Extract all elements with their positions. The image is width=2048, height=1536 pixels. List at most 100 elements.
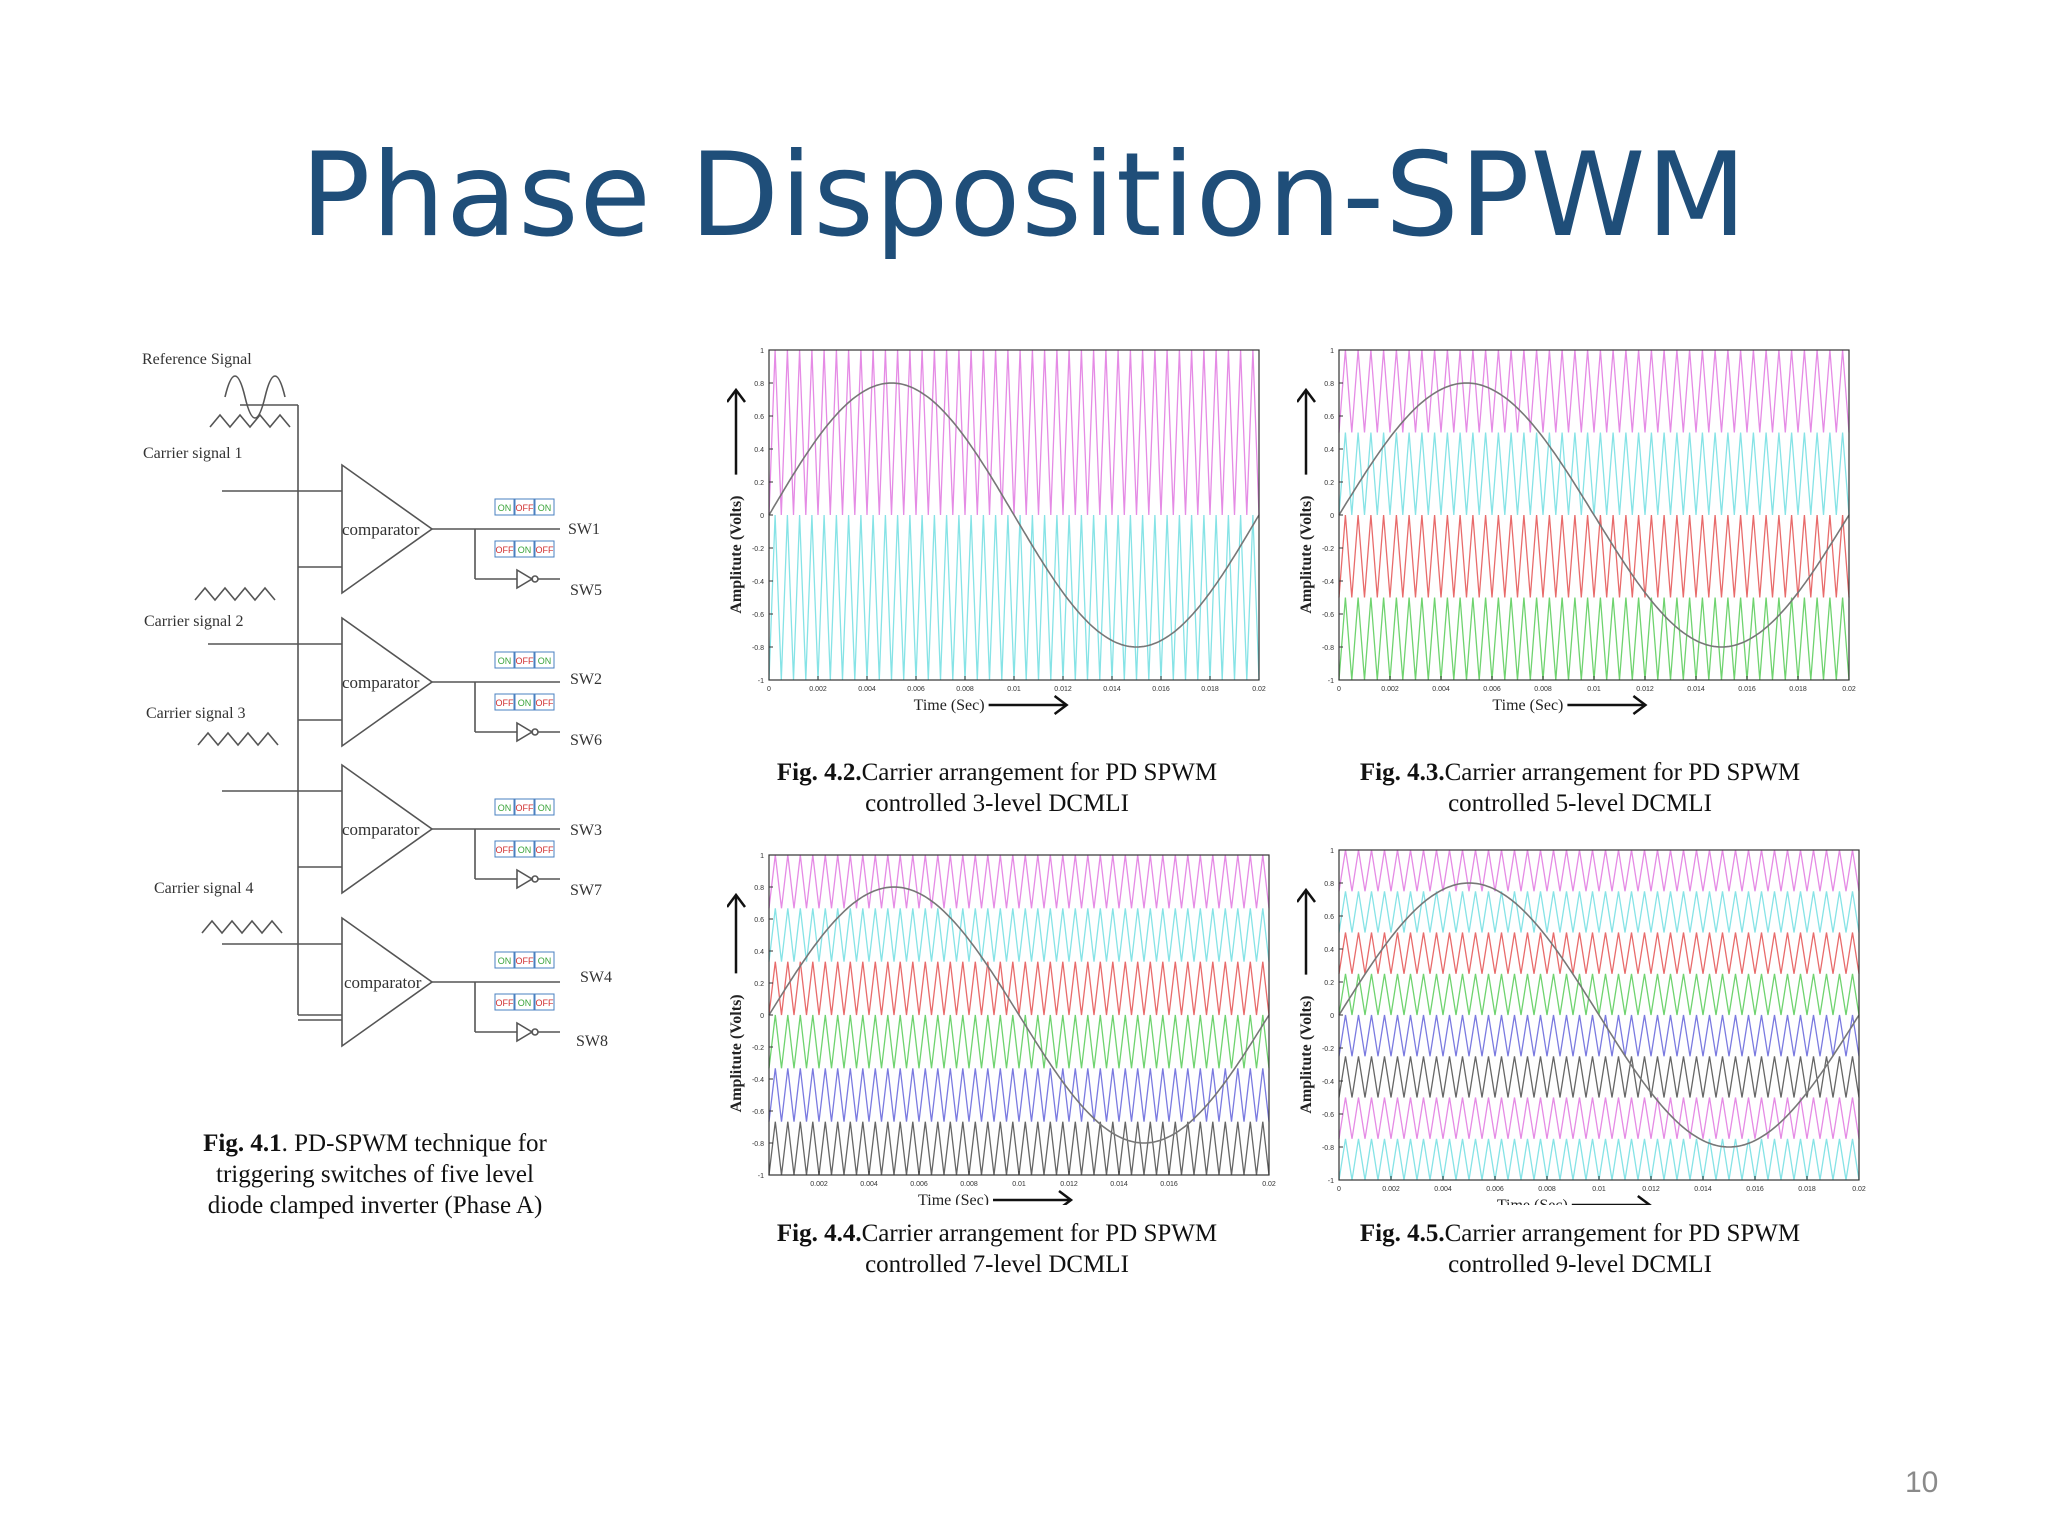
y-axis-label: Amplitute (Volts) (1298, 996, 1315, 1114)
x-axis-label: Time (Sec) (1492, 697, 1563, 714)
y-tick-label: 1 (1330, 348, 1334, 355)
pulse-label: OFF (496, 698, 514, 708)
carrier-band-3 (1338, 514, 1850, 598)
x-tick-label: 0.012 (1642, 1186, 1660, 1193)
y-tick-label: -0.4 (1322, 579, 1334, 586)
pulse-label: ON (518, 698, 532, 708)
x-tick-label: 0.014 (1694, 1186, 1712, 1193)
reference-sine-line (1338, 882, 1860, 1148)
x-tick-label: 0.004 (858, 686, 876, 693)
pulse-box (534, 993, 555, 1011)
carrier-band-2 (768, 514, 1260, 681)
pulse-label: ON (538, 503, 552, 513)
x-tick-label: 0.014 (1687, 686, 1705, 693)
fig-4-1-caption-line-2: triggering switches of five level (216, 1161, 534, 1188)
x-axis-label: Time (Sec) (914, 697, 985, 714)
reference-signal-label: Reference Signal (142, 351, 252, 368)
pulse-box (494, 840, 515, 858)
pd-spwm-block-diagram: Reference Signal Carrier signal 1 Carrie… (142, 351, 612, 1050)
y-tick-label: -0.6 (752, 612, 764, 619)
switch-label-sw8: SW8 (576, 1033, 608, 1050)
switch-label-sw4: SW4 (580, 969, 612, 986)
y-tick-label: 0.8 (1324, 381, 1334, 388)
x-tick-label: 0.01 (1012, 1181, 1026, 1188)
y-tick-label: 0 (1330, 513, 1334, 520)
carrier-signal-label-3: Carrier signal 3 (146, 705, 246, 722)
x-tick-label: 0.004 (1432, 686, 1450, 693)
carrier-band-8 (1338, 1138, 1860, 1181)
x-tick-label: 0.016 (1152, 686, 1170, 693)
carrier-signal-label-1: Carrier signal 1 (143, 445, 243, 462)
reference-sine-line (1338, 382, 1850, 648)
pulse-box (514, 693, 535, 711)
x-tick-label: 0.004 (1434, 1186, 1452, 1193)
x-tick-label: 0.006 (1483, 686, 1501, 693)
fig-4-4-caption-bold: Fig. 4.4. (776, 1220, 862, 1247)
pulse-label: ON (538, 956, 552, 966)
pulse-box (534, 951, 555, 969)
pulse-label: ON (498, 656, 512, 666)
y-tick-label: 0 (760, 513, 764, 520)
y-tick-label: 0.6 (1324, 414, 1334, 421)
fig-4-3-caption: Fig. 4.3.Carrier arrangement for PD SPWM… (1310, 757, 1850, 819)
x-tick-label: 0.008 (960, 1181, 978, 1188)
y-tick-label: 0.4 (754, 447, 764, 454)
x-tick-label: 0.002 (1382, 1186, 1400, 1193)
fig-4-5-caption-bold: Fig. 4.5. (1359, 1220, 1445, 1247)
y-tick-label: -0.6 (1322, 1112, 1334, 1119)
y-tick-label: -0.8 (1322, 1145, 1334, 1152)
fig-4-4-caption-line-1: Carrier arrangement for PD SPWM (861, 1220, 1218, 1247)
x-tick-label: 0.016 (1746, 1186, 1764, 1193)
y-tick-label: -0.8 (752, 645, 764, 652)
pulse-label: OFF (536, 698, 554, 708)
carrier-signal-3-wave (197, 731, 279, 747)
fig-4-1-caption-line-1: . PD-SPWM technique for (281, 1130, 547, 1157)
pulse-label: ON (538, 656, 552, 666)
x-tick-label: 0.01 (1592, 1186, 1606, 1193)
carrier-band-3 (1338, 932, 1860, 974)
fig-4-5-caption: Fig. 4.5.Carrier arrangement for PD SPWM… (1310, 1218, 1850, 1280)
pulse-label: ON (498, 803, 512, 813)
pulse-box (534, 693, 555, 711)
fig-4-5-caption-line-1: Carrier arrangement for PD SPWM (1444, 1220, 1801, 1247)
carrier-band-1 (1338, 349, 1850, 433)
y-axis-arrowhead (1297, 387, 1316, 403)
x-axis-arrowhead (1637, 1195, 1652, 1205)
y-tick-label: -0.4 (1322, 1079, 1334, 1086)
y-tick-label: -0.4 (752, 579, 764, 586)
x-tick-label: 0.002 (1381, 686, 1399, 693)
x-tick-label: 0.006 (910, 1181, 928, 1188)
x-tick-label: 0.018 (1201, 686, 1219, 693)
x-tick-label: 0.01 (1587, 686, 1601, 693)
carrier-band-4 (1338, 973, 1860, 1016)
x-tick-label: 0.008 (956, 686, 974, 693)
fig-4-4-caption-line-2: controlled 7-level DCMLI (865, 1251, 1129, 1278)
fig-4-5-caption-line-2: controlled 9-level DCMLI (1448, 1251, 1712, 1278)
x-tick-label: 0 (767, 686, 771, 693)
carrier-signal-1-wave (209, 413, 291, 429)
pulse-label: OFF (516, 503, 534, 513)
comparator-3 (341, 763, 434, 895)
pulse-label: OFF (516, 956, 534, 966)
carrier-band-6 (768, 1121, 1270, 1176)
carrier-band-5 (768, 1068, 1270, 1122)
pulse-box (514, 651, 535, 669)
pulse-label: ON (518, 545, 532, 555)
x-tick-label: 0.02 (1252, 686, 1266, 693)
pulse-label: OFF (496, 845, 514, 855)
y-tick-label: -0.2 (1322, 1046, 1334, 1053)
reference-sine-line (768, 382, 1260, 648)
fig-4-5-plot: -1 -0.8 -0.6 -0.4 -0.2 0 0.2 0.4 0.6 0.8 1 0 0.002 0.… (1297, 848, 1866, 1205)
y-tick-label: 0 (760, 1013, 764, 1020)
x-tick-label: 0.008 (1534, 686, 1552, 693)
pulse-label: ON (498, 956, 512, 966)
carrier-band-3 (768, 961, 1270, 1016)
x-tick-label: 0.016 (1738, 686, 1756, 693)
x-tick-label: 0.006 (1486, 1186, 1504, 1193)
y-tick-label: -1 (758, 678, 764, 685)
switch-label-sw5: SW5 (570, 582, 602, 599)
carrier-band-1 (768, 854, 1270, 909)
x-tick-label: 0.02 (1262, 1181, 1276, 1188)
fig-4-2-caption: Fig. 4.2.Carrier arrangement for PD SPWM… (727, 757, 1267, 819)
comparator-label-2: comparator (342, 673, 420, 692)
